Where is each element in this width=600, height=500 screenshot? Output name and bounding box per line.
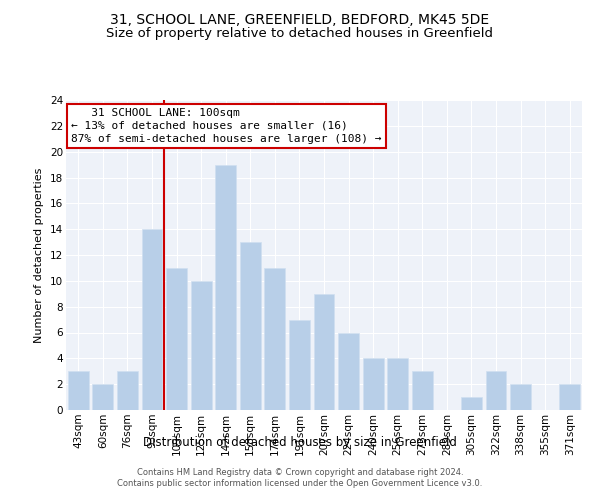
Bar xyxy=(117,371,138,410)
Text: Contains HM Land Registry data © Crown copyright and database right 2024.: Contains HM Land Registry data © Crown c… xyxy=(137,468,463,477)
Bar xyxy=(510,384,531,410)
Bar xyxy=(191,281,212,410)
Bar xyxy=(314,294,334,410)
Bar xyxy=(289,320,310,410)
Bar xyxy=(142,229,163,410)
Bar xyxy=(68,371,89,410)
Bar xyxy=(215,164,236,410)
Text: 31 SCHOOL LANE: 100sqm
← 13% of detached houses are smaller (16)
87% of semi-det: 31 SCHOOL LANE: 100sqm ← 13% of detached… xyxy=(71,108,382,144)
Text: 31, SCHOOL LANE, GREENFIELD, BEDFORD, MK45 5DE: 31, SCHOOL LANE, GREENFIELD, BEDFORD, MK… xyxy=(110,12,490,26)
Bar xyxy=(461,397,482,410)
Text: Size of property relative to detached houses in Greenfield: Size of property relative to detached ho… xyxy=(107,28,493,40)
Bar xyxy=(559,384,580,410)
Bar xyxy=(240,242,261,410)
Text: Contains public sector information licensed under the Open Government Licence v3: Contains public sector information licen… xyxy=(118,480,482,488)
Bar xyxy=(485,371,506,410)
Text: Distribution of detached houses by size in Greenfield: Distribution of detached houses by size … xyxy=(143,436,457,449)
Bar xyxy=(412,371,433,410)
Bar xyxy=(338,332,359,410)
Bar xyxy=(166,268,187,410)
Bar xyxy=(92,384,113,410)
Y-axis label: Number of detached properties: Number of detached properties xyxy=(34,168,44,342)
Bar xyxy=(387,358,408,410)
Bar xyxy=(362,358,383,410)
Bar xyxy=(265,268,286,410)
